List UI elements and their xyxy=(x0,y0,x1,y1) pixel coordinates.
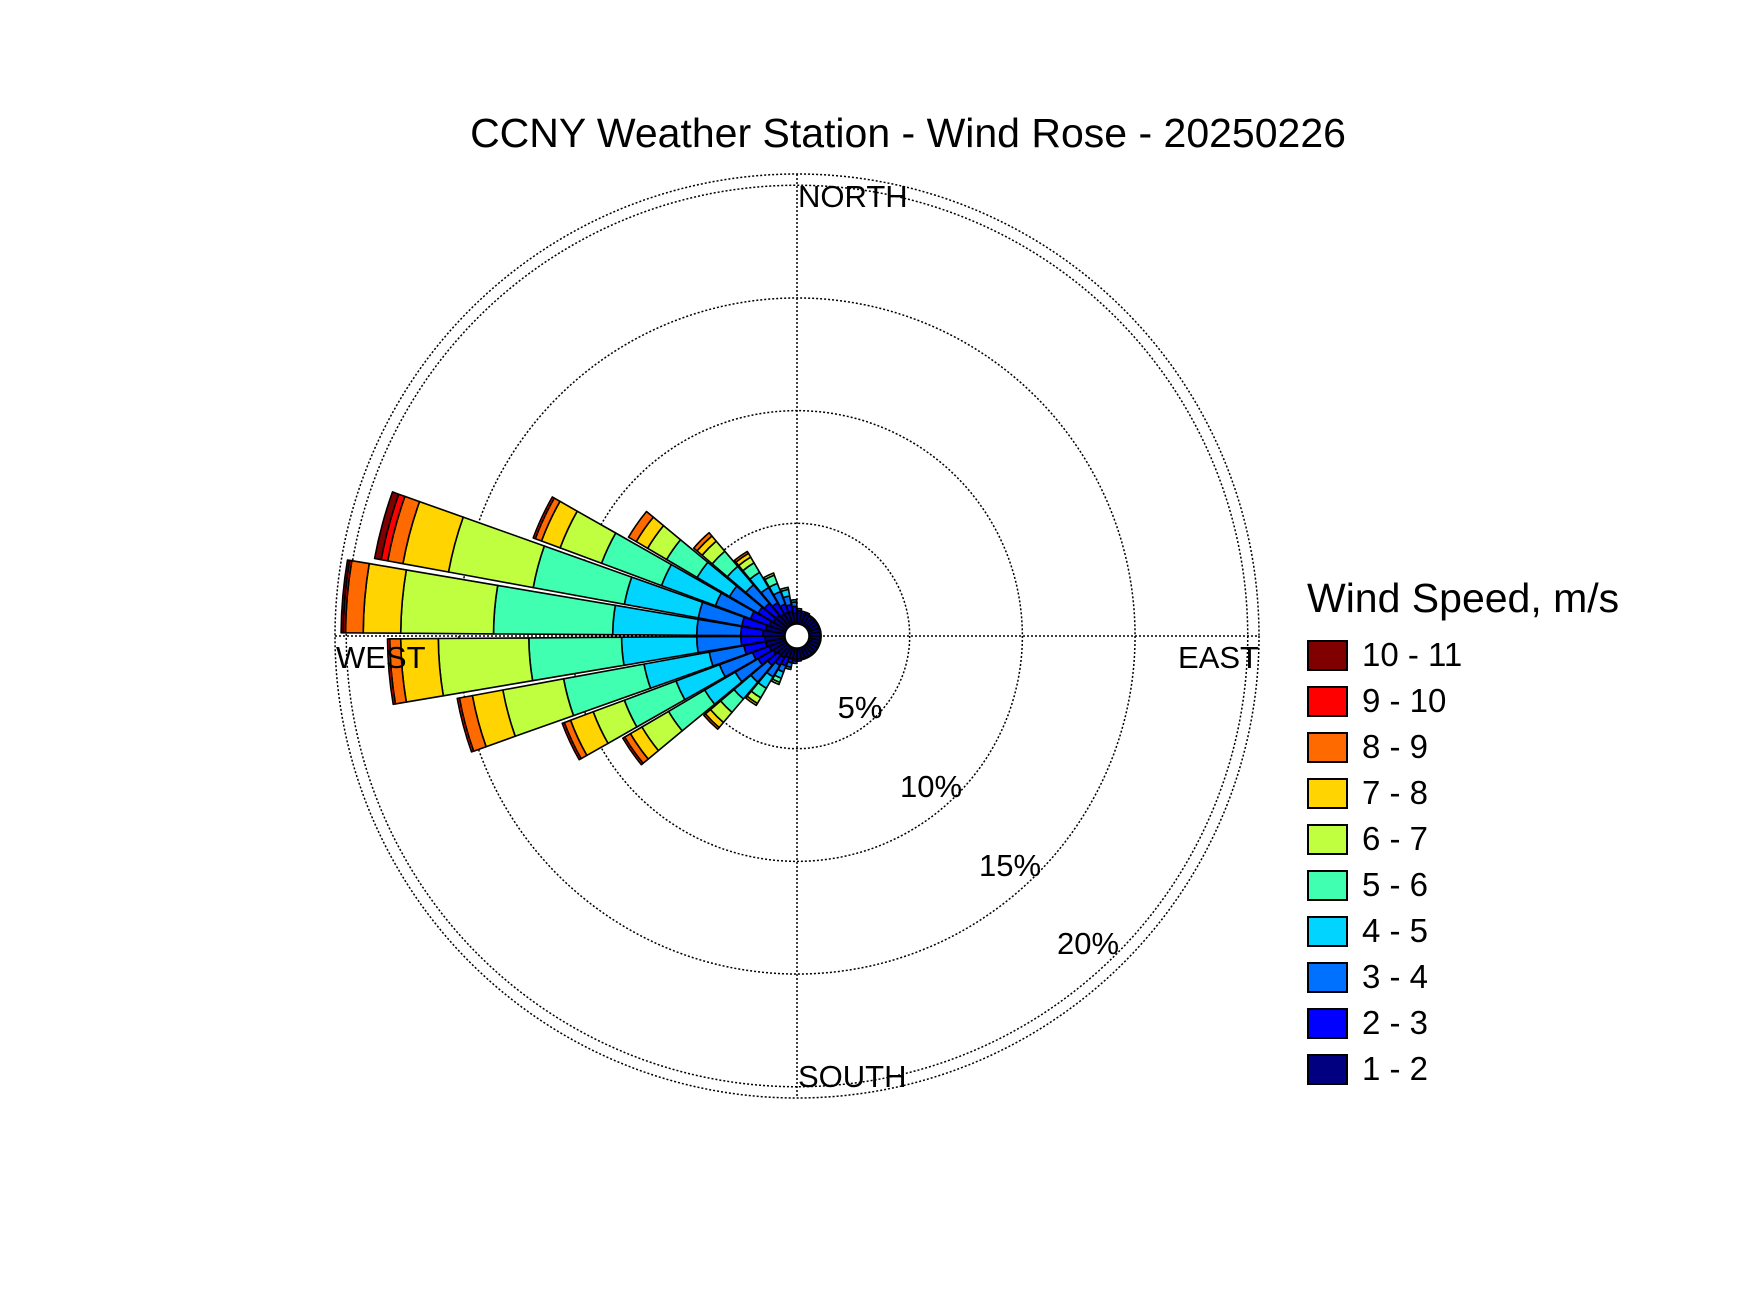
legend-label: 8 - 9 xyxy=(1362,728,1429,765)
legend-swatch xyxy=(1307,1007,1348,1039)
sector-185-bin-3-4 xyxy=(791,660,798,665)
legend-item: 5 - 6 xyxy=(1307,862,1619,908)
direction-label-west: WEST xyxy=(336,640,426,675)
legend-label: 4 - 5 xyxy=(1362,912,1429,949)
sector-205-bin-6-7 xyxy=(770,678,781,686)
legend-label: 7 - 8 xyxy=(1362,774,1429,811)
sector-345-bin-5-6 xyxy=(779,586,790,593)
sector-235-bin-9-10 xyxy=(622,736,644,766)
legend-swatch xyxy=(1307,685,1348,717)
legend-swatch xyxy=(1307,731,1348,763)
sector-225-bin-8-9 xyxy=(703,713,720,730)
legend-swatch xyxy=(1307,777,1348,809)
legend-swatch xyxy=(1307,915,1348,947)
legend-title: Wind Speed, m/s xyxy=(1307,575,1620,621)
legend-item: 2 - 3 xyxy=(1307,1000,1619,1046)
sector-5-bin-3-4 xyxy=(796,607,803,612)
sector-165-bin-2-3 xyxy=(800,656,806,661)
legend-item: 4 - 5 xyxy=(1307,908,1619,954)
legend-items: 10 - 11 9 - 10 8 - 9 7 - 8 6 - 7 5 - 6 4 - 5 3 … xyxy=(1307,632,1619,1092)
direction-label-south: SOUTH xyxy=(798,1059,907,1094)
radial-tick-label-5: 5% xyxy=(838,690,883,725)
legend-item: 9 - 10 xyxy=(1307,678,1619,724)
sector-265-bin-9-10 xyxy=(386,638,397,706)
sector-85-bin-2-3 xyxy=(818,631,822,637)
wind-sectors xyxy=(340,491,822,766)
legend-swatch xyxy=(1307,823,1348,855)
sector-255-bin-9-10 xyxy=(456,697,475,753)
legend-swatch xyxy=(1307,639,1348,671)
axis-labels: NORTH WEST EAST SOUTH 5% 10% 15% 20% xyxy=(336,179,1259,1094)
legend-swatch xyxy=(1307,1053,1348,1085)
sector-275-bin-10-11 xyxy=(340,559,351,634)
legend-swatch xyxy=(1307,869,1348,901)
sector-355-bin-4-5 xyxy=(790,598,798,604)
legend-swatch xyxy=(1307,961,1348,993)
legend-label: 1 - 2 xyxy=(1362,1050,1429,1087)
sector-245-bin-9-10 xyxy=(561,721,582,761)
legend-label: 9 - 10 xyxy=(1362,682,1447,719)
sector-335-bin-6-7 xyxy=(763,572,776,581)
legend-label: 5 - 6 xyxy=(1362,866,1429,903)
direction-label-east: EAST xyxy=(1178,640,1259,675)
sector-255-bin-6-7 xyxy=(502,678,575,738)
legend-item: 6 - 7 xyxy=(1307,816,1619,862)
legend-item: 1 - 2 xyxy=(1307,1046,1619,1092)
legend-item: 3 - 4 xyxy=(1307,954,1619,1000)
sector-325-bin-8-9 xyxy=(733,550,750,563)
legend-item: 7 - 8 xyxy=(1307,770,1619,816)
sector-195-bin-4-5 xyxy=(784,665,792,671)
radial-tick-label-20: 20% xyxy=(1057,926,1119,961)
sector-215-bin-7-8 xyxy=(744,695,759,707)
sector-75-bin-2-3 xyxy=(817,627,822,633)
radial-tick-label-15: 15% xyxy=(979,848,1041,883)
legend-label: 10 - 11 xyxy=(1362,636,1463,673)
sector-285-bin-6-7 xyxy=(447,516,546,589)
legend: Wind Speed, m/s 10 - 11 9 - 10 8 - 9 7 - 8 6… xyxy=(1307,575,1619,1092)
sector-305-bin-8-9 xyxy=(627,510,655,543)
legend-item: 10 - 11 xyxy=(1307,632,1619,678)
direction-label-north: NORTH xyxy=(798,179,908,214)
sector-315-bin-8-9 xyxy=(692,531,713,552)
legend-label: 3 - 4 xyxy=(1362,958,1429,995)
polar-grid xyxy=(334,173,1260,1099)
sector-275-bin-7-8 xyxy=(362,562,408,634)
legend-item: 8 - 9 xyxy=(1307,724,1619,770)
center-hole xyxy=(784,623,810,649)
sector-295-bin-9-10 xyxy=(532,496,555,540)
sector-175-bin-2-3 xyxy=(796,657,802,663)
sector-285-bin-10-11 xyxy=(373,491,400,561)
sector-275-bin-6-7 xyxy=(399,569,499,635)
legend-label: 2 - 3 xyxy=(1362,1004,1429,1041)
chart-title: CCNY Weather Station - Wind Rose - 20250… xyxy=(470,110,1346,156)
radial-tick-label-10: 10% xyxy=(900,769,962,804)
legend-label: 6 - 7 xyxy=(1362,820,1429,857)
